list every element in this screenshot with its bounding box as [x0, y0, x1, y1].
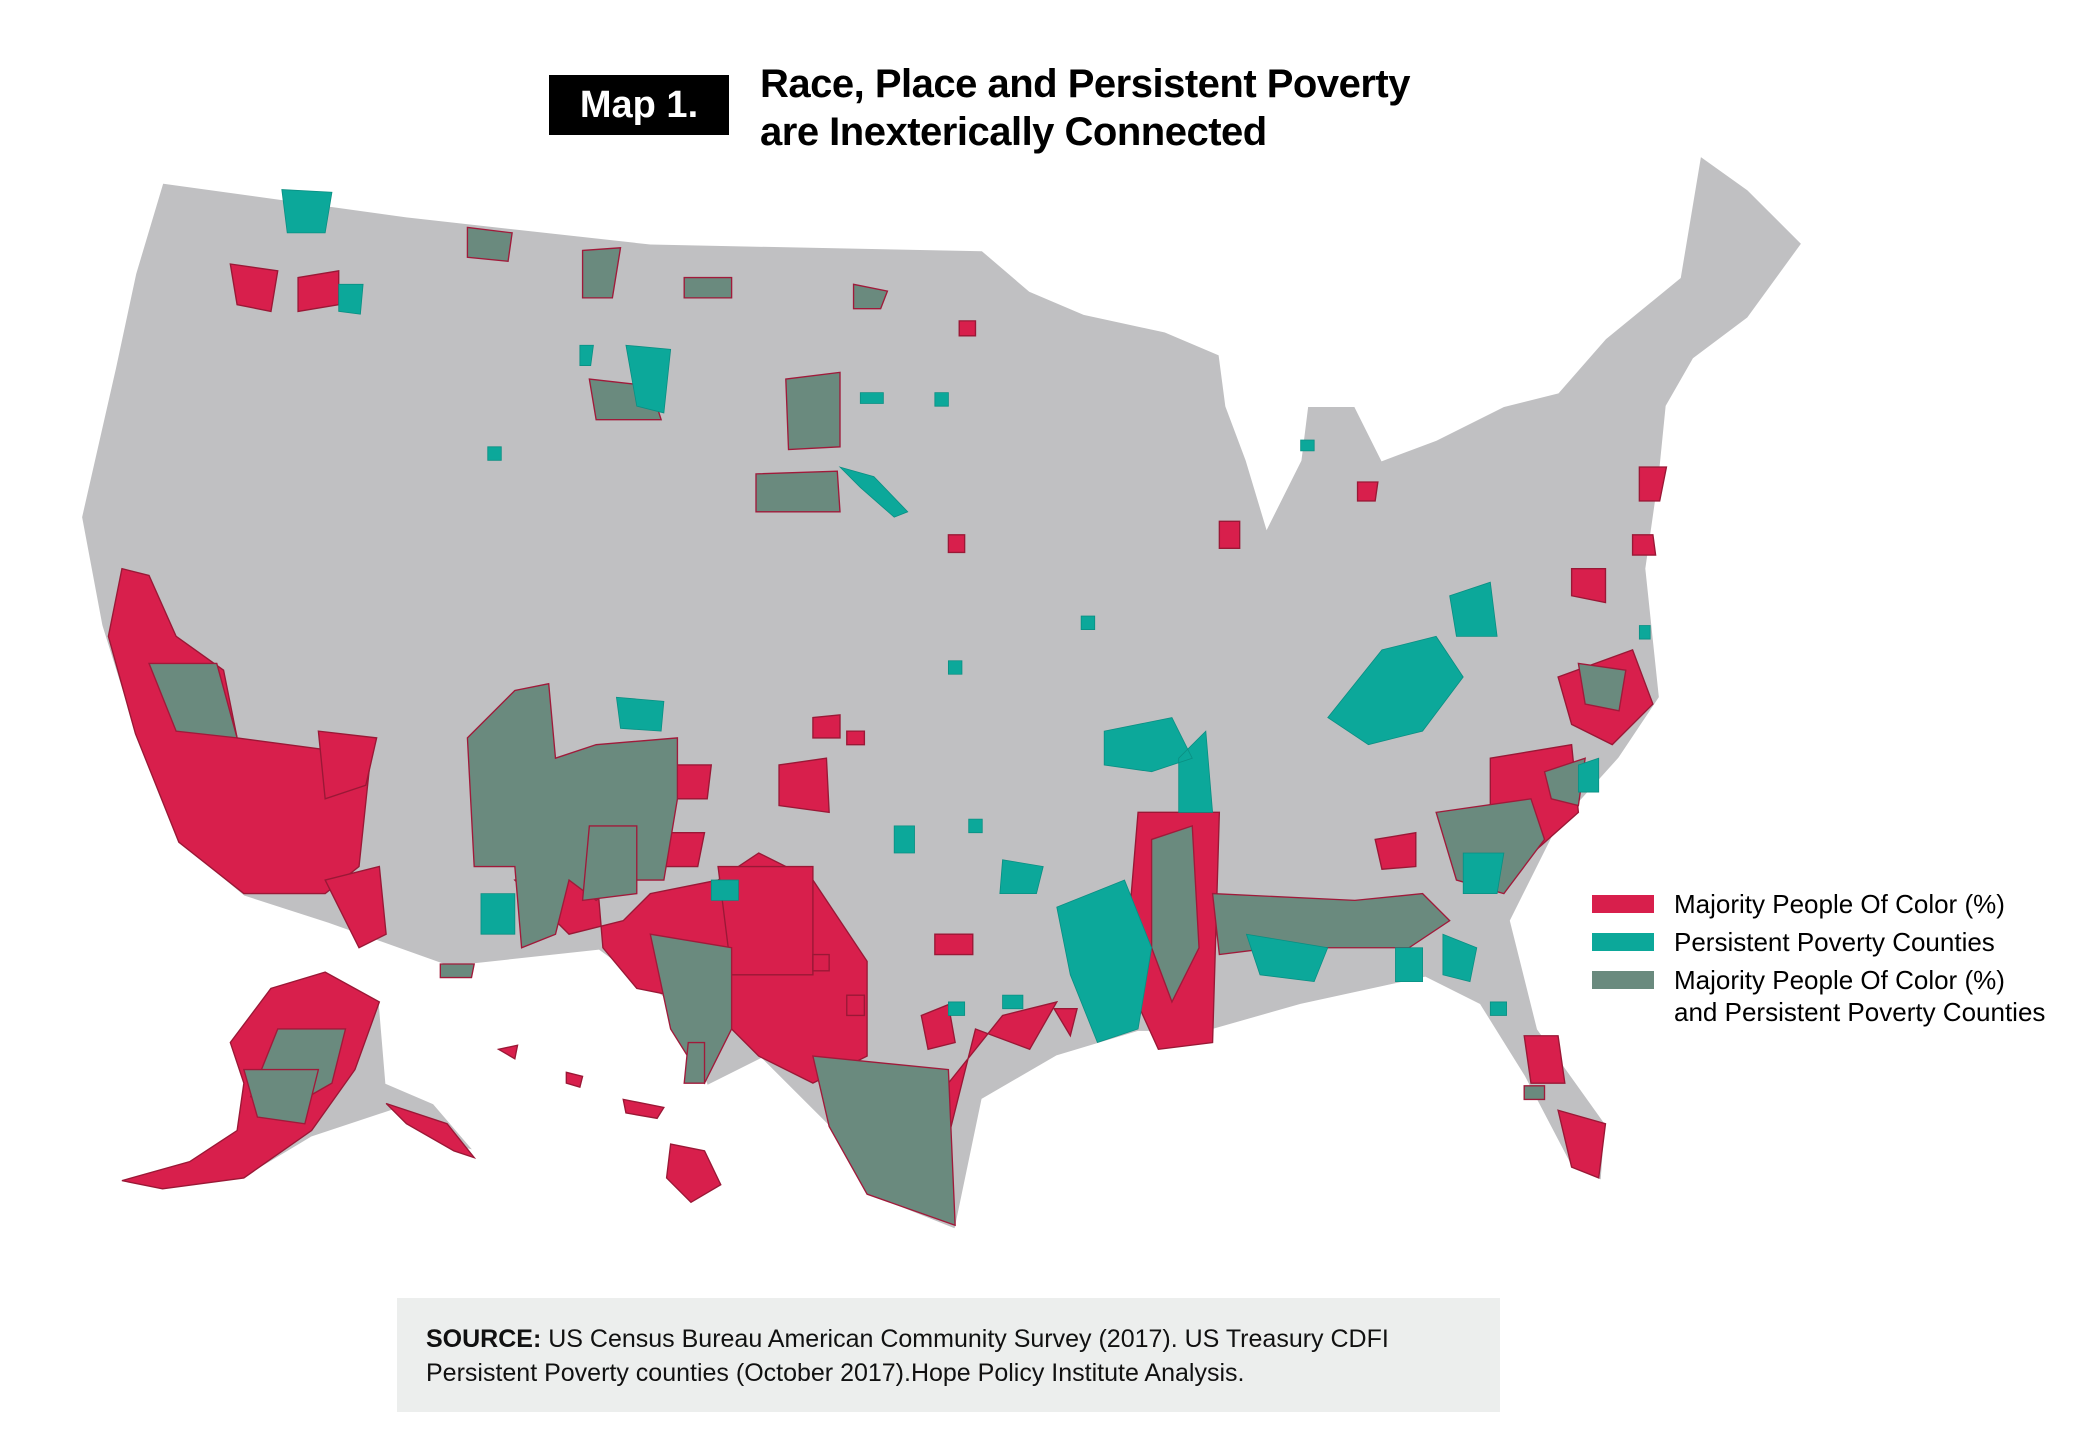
both-countie-region: [1543, 662, 1627, 807]
both-counties: [148, 226, 1627, 1227]
both-countie-region: [242, 1068, 320, 1125]
hawaii: [496, 1044, 722, 1204]
map-title-line-2: are Inexterically Connected: [760, 110, 1267, 154]
both-countie-region: [1150, 824, 1200, 1004]
both-countie-region: [649, 933, 733, 1085]
persistent-poverty-countie-region: [893, 825, 1044, 1016]
both-countie-region: [466, 226, 889, 421]
legend-item-persistent-poverty: Persistent Poverty Counties: [1592, 926, 2045, 958]
legend-label: Majority People Of Color (%): [1674, 889, 2005, 919]
majority-poc-countie-region: [107, 567, 374, 895]
legend: Majority People Of Color (%) Persistent …: [1592, 888, 2045, 1034]
majority-poc-countie-region: [317, 730, 378, 800]
legend-swatch-gray-green: [1592, 971, 1654, 989]
legend-swatch-teal: [1592, 933, 1654, 951]
majority-poc-countie-region: [324, 865, 387, 949]
persistent-poverty-countie-region: [1327, 635, 1464, 746]
source-text: US Census Bureau American Community Surv…: [426, 1325, 1389, 1387]
majority-poc-countie-region: [1570, 466, 1668, 604]
legend-item-both: Majority People Of Color (%) and Persist…: [1592, 964, 2045, 1028]
both-countie-region: [581, 825, 638, 902]
map-title-line-1: Race, Place and Persistent Poverty: [760, 62, 1411, 106]
legend-item-majority-poc: Majority People Of Color (%): [1592, 888, 2045, 920]
alaska-panhandle: [385, 1102, 477, 1159]
map-number-label: Map 1.: [549, 75, 729, 135]
persistent-poverty-countie-region: [1056, 879, 1153, 1044]
legend-label: Persistent Poverty Counties: [1674, 927, 1995, 957]
persistent-poverty-countie-region: [947, 615, 1651, 834]
source-label: SOURCE:: [426, 1325, 542, 1353]
legend-label: Majority People Of Color (%): [1674, 965, 2005, 995]
map-title: Race, Place and Persistent Poverty are I…: [760, 60, 1411, 156]
majority-poc-countie-region: [717, 865, 814, 976]
majority-poc-countie-region: [812, 933, 974, 1017]
persistent-poverty-counties: [281, 189, 1651, 1044]
both-countie-region: [755, 371, 841, 513]
persistent-poverty-countie-region: [281, 189, 672, 414]
both-countie-region: [148, 662, 239, 739]
majority-poc-countie-region: [920, 1003, 1078, 1051]
persistent-poverty-countie-region: [1245, 852, 1507, 1016]
both-countie-region: [466, 682, 679, 949]
persistent-poverty-countie-region: [1577, 757, 1600, 793]
legend-label-line-2: and Persistent Poverty Counties: [1674, 997, 2046, 1027]
persistent-poverty-countie-region: [480, 696, 739, 935]
hawaii-islands: [496, 1044, 722, 1204]
source-note: SOURCE: US Census Bureau American Commun…: [397, 1298, 1500, 1412]
legend-label-both: Majority People Of Color (%) and Persist…: [1674, 964, 2045, 1028]
majority-poc-countie-region: [947, 320, 1379, 554]
legend-swatch-red: [1592, 895, 1654, 913]
both-countie-region: [812, 1055, 956, 1227]
majority-poc-countie-region: [778, 714, 866, 814]
both-countie-region: [439, 963, 1546, 1101]
persistent-poverty-countie-region: [1103, 717, 1214, 813]
persistent-poverty-countie-region: [487, 392, 1315, 518]
persistent-poverty-countie-region: [1449, 581, 1498, 637]
majority-poc-countie-region: [1523, 1035, 1607, 1179]
